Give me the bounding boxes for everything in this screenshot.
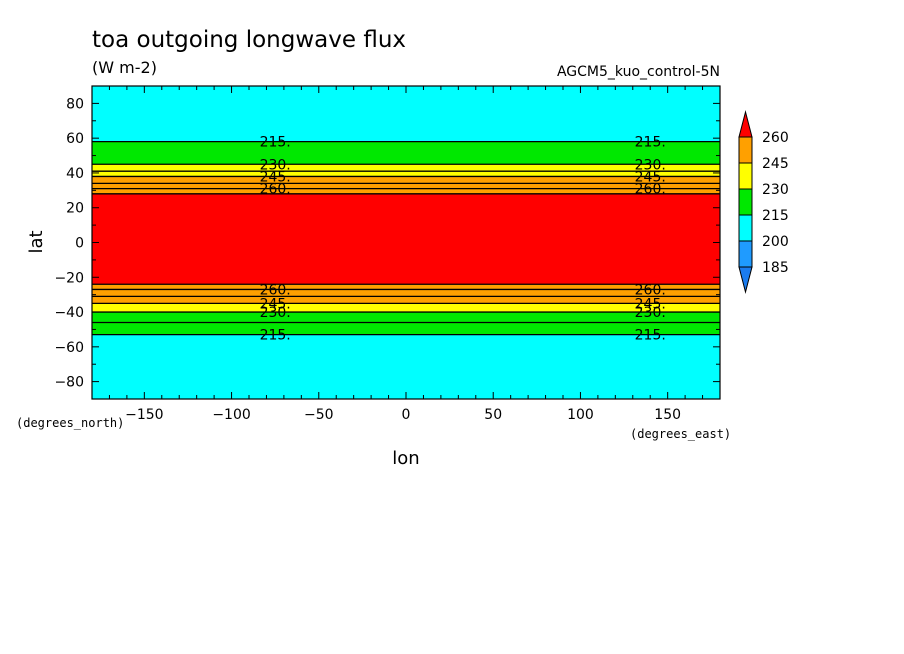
band-5 xyxy=(92,176,720,194)
chart-title: toa outgoing longwave flux xyxy=(92,27,406,53)
contour-label-1-0: 230. xyxy=(260,157,291,173)
x-axis-ticks: −150 −100 −50 0 50 100 150 xyxy=(91,86,721,423)
y-units-label: (degrees_north) xyxy=(16,416,124,430)
colorbar-segment-4 xyxy=(738,214,753,242)
x-units-label: (degrees_east) xyxy=(630,427,731,441)
colorbar-segment-5 xyxy=(738,240,753,268)
x-axis-label: lon xyxy=(392,448,419,469)
x-tick-label: −150 xyxy=(125,407,163,423)
colorbar-label: 230 xyxy=(762,182,789,198)
contour-label-8-1: 260. xyxy=(635,282,666,298)
chart-units: (W m-2) xyxy=(92,58,157,77)
x-tick-label: 0 xyxy=(402,407,411,423)
contour-lines xyxy=(92,140,720,336)
band-2 xyxy=(92,303,720,313)
colorbar-segment-top xyxy=(738,110,753,138)
x-tick-label: 50 xyxy=(484,407,502,423)
y-tick-label: −80 xyxy=(54,375,84,391)
x-tick-label: 150 xyxy=(654,407,681,423)
colorbar-segment-2 xyxy=(738,162,753,190)
band-6 xyxy=(92,164,720,177)
y-tick-label: 60 xyxy=(66,131,84,147)
colorbar-segment-3 xyxy=(738,188,753,216)
contour-label-5-1: 260. xyxy=(635,182,666,198)
y-tick-label: −60 xyxy=(54,340,84,356)
contour-label-0-0: 215. xyxy=(260,135,291,151)
band-3 xyxy=(92,284,720,304)
y-tick-label: 80 xyxy=(66,96,84,112)
contour-label-5-0: 260. xyxy=(260,182,291,198)
x-tick-label: 100 xyxy=(567,407,594,423)
y-axis-label: lat xyxy=(26,230,47,253)
contour-label-13-0: 215. xyxy=(260,328,291,344)
x-tick-label: −100 xyxy=(212,407,250,423)
y-tick-label: 20 xyxy=(66,201,84,217)
contour-label-11-1: 230. xyxy=(635,305,666,321)
contour-label-1-1: 230. xyxy=(635,157,666,173)
contour-label-10-1: 245. xyxy=(635,296,666,312)
contour-label-0-1: 215. xyxy=(635,135,666,151)
band-0 xyxy=(92,334,720,399)
colorbar-segment-bottom xyxy=(738,266,753,294)
contour-label-3-0: 245. xyxy=(260,169,291,185)
band-1 xyxy=(92,312,720,335)
contour-label-13-1: 215. xyxy=(635,328,666,344)
colorbar-label: 260 xyxy=(762,130,789,146)
colorbar-label: 185 xyxy=(762,260,789,276)
y-axis-ticks: 80 60 40 20 0 −20 −40 −60 −80 xyxy=(54,85,720,400)
contour-label-10-0: 245. xyxy=(260,296,291,312)
colorbar-label: 215 xyxy=(762,208,789,224)
contour-labels: 215. 215.230. 230.245. 245.260. 260.260. 260.… xyxy=(260,135,666,344)
colorbar-label: 245 xyxy=(762,156,789,172)
y-tick-label: 0 xyxy=(75,236,84,252)
x-tick-label: −50 xyxy=(304,407,334,423)
contour-label-3-1: 245. xyxy=(635,169,666,185)
plot-bands xyxy=(92,86,720,399)
band-8 xyxy=(92,86,720,142)
colorbar: 260 245 230 215 200 185 xyxy=(738,110,789,294)
colorbar-label: 200 xyxy=(762,234,789,250)
y-tick-label: −20 xyxy=(54,270,84,286)
y-tick-label: −40 xyxy=(54,305,84,321)
contour-label-11-0: 230. xyxy=(260,305,291,321)
y-tick-label: 40 xyxy=(66,166,84,182)
band-7 xyxy=(92,141,720,165)
contour-label-8-0: 260. xyxy=(260,282,291,298)
run-label: AGCM5_kuo_control-5N xyxy=(557,64,720,80)
band-4 xyxy=(92,193,720,285)
colorbar-segment-1 xyxy=(738,136,753,164)
